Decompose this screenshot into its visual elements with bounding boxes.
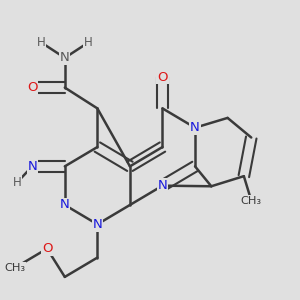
Text: CH₃: CH₃ xyxy=(4,263,25,273)
Text: CH₃: CH₃ xyxy=(241,196,262,206)
Text: H: H xyxy=(37,36,46,49)
Text: H: H xyxy=(84,36,93,49)
Text: N: N xyxy=(27,160,37,173)
Text: N: N xyxy=(190,121,200,134)
Text: N: N xyxy=(60,51,70,64)
Text: O: O xyxy=(42,242,52,255)
Text: H: H xyxy=(13,176,21,189)
Text: O: O xyxy=(27,81,38,94)
Text: N: N xyxy=(60,199,70,212)
Text: O: O xyxy=(157,71,168,84)
Text: N: N xyxy=(158,179,167,192)
Text: N: N xyxy=(92,218,102,231)
